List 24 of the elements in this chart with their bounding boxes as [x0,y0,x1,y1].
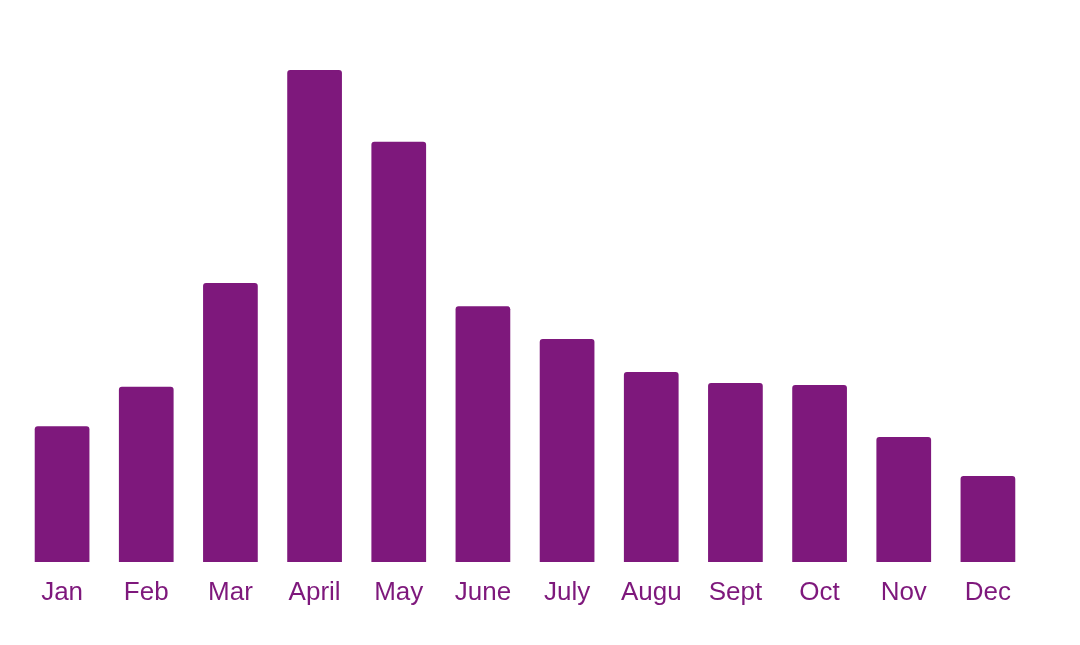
x-tick-label: Mar [208,576,254,607]
bar [539,339,595,562]
x-tick-label: Feb [123,576,169,607]
bar [287,70,342,562]
x-tick-label: Sept [708,576,763,607]
x-tick-label: Dec [964,576,1012,607]
bar [118,386,174,562]
x-tick-label: Augu [620,576,682,607]
x-tick-label: June [454,576,512,607]
bar [455,306,511,562]
x-tick-label: Jan [41,576,84,607]
x-tick-label: July [543,576,591,607]
bar [876,437,932,562]
bar [203,283,258,562]
x-tick-label: April [288,576,341,607]
bar [371,141,427,562]
x-tick-label: May [374,576,424,607]
x-tick-label: Nov [880,576,927,607]
bar [708,382,763,562]
x-tick-label: Oct [799,576,841,607]
bar [792,384,847,562]
bar [960,475,1016,562]
bar [34,426,90,562]
bar [623,372,679,562]
